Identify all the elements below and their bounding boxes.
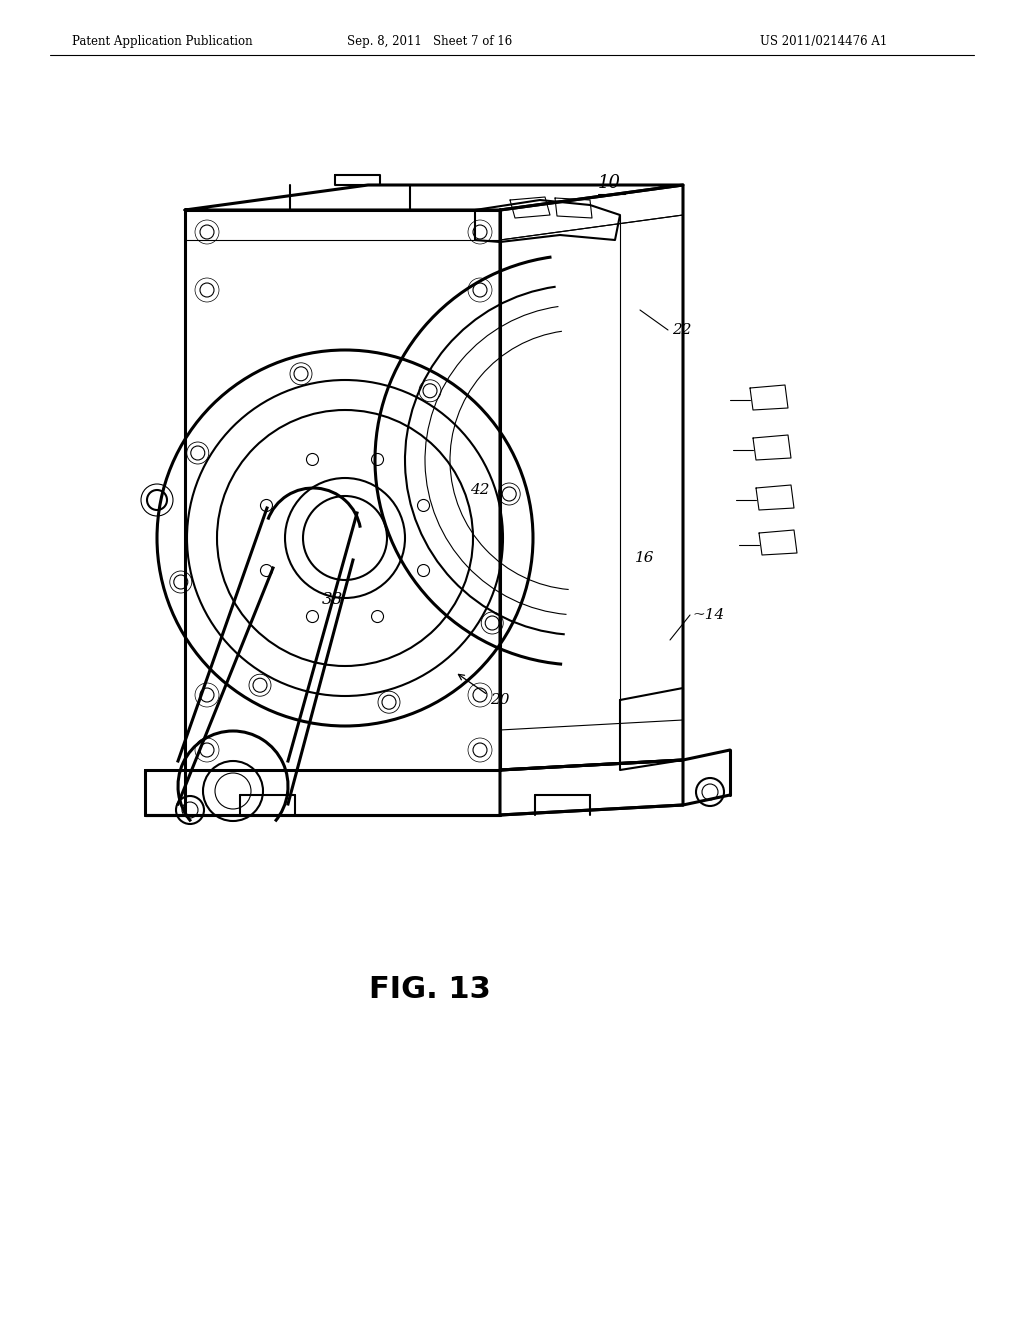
Text: ~14: ~14	[692, 609, 724, 622]
Text: FIG. 13: FIG. 13	[369, 975, 490, 1005]
Text: 38: 38	[322, 591, 343, 609]
Text: 16: 16	[635, 550, 654, 565]
Text: US 2011/0214476 A1: US 2011/0214476 A1	[760, 36, 887, 49]
Text: 10: 10	[598, 174, 621, 191]
Text: 22: 22	[672, 323, 691, 337]
Text: 20: 20	[490, 693, 510, 708]
Text: Patent Application Publication: Patent Application Publication	[72, 36, 253, 49]
Text: 42: 42	[470, 483, 489, 498]
Text: Sep. 8, 2011   Sheet 7 of 16: Sep. 8, 2011 Sheet 7 of 16	[347, 36, 513, 49]
